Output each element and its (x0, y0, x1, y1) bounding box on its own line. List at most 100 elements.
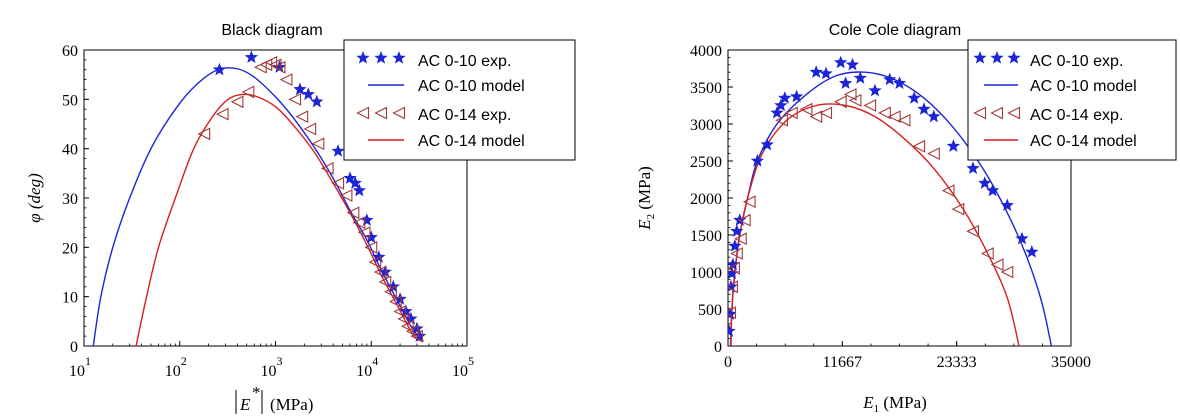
y-tick-label: 30 (62, 191, 78, 208)
y-tick-label: 1500 (690, 228, 722, 245)
data-point-star (760, 137, 774, 151)
data-point-triangle (730, 247, 743, 260)
data-point-star (1015, 231, 1029, 245)
legend-label-ac-0-14-exp: AC 0-14 exp. (1030, 107, 1123, 124)
data-point-star (845, 57, 860, 71)
x-tick-label: 103 (261, 354, 283, 380)
data-point-triangle (887, 110, 901, 123)
y-tick-label: 4000 (690, 43, 722, 60)
x-tick-label: 0 (724, 354, 732, 371)
legend: AC 0-10 exp. AC 0-10 model AC 0-14 exp. … (343, 39, 576, 161)
legend-star-icon (1007, 51, 1021, 64)
data-point-star (730, 224, 744, 237)
data-point-star (272, 60, 287, 73)
data-point-star (868, 83, 882, 97)
y-tick-label: 50 (62, 92, 78, 109)
data-point-star (410, 321, 424, 335)
data-point-triangle (241, 85, 255, 99)
chart-title: Cole Cole diagram (829, 22, 962, 39)
data-point-star (946, 139, 961, 152)
data-point-star (838, 76, 853, 89)
series-ac-0-14-model-line (729, 103, 1020, 347)
data-point-star (728, 266, 739, 280)
data-point-triangle (775, 113, 788, 127)
legend-label-ac-0-14-exp: AC 0-14 exp. (418, 107, 511, 124)
x-tick-label: 104 (356, 354, 378, 380)
data-point-triangle (295, 110, 309, 123)
legend-triangle-icon (990, 106, 1004, 120)
legend-label-ac-0-10-model: AC 0-10 model (418, 78, 525, 95)
data-point-star (778, 91, 792, 104)
data-point-star (404, 311, 418, 325)
data-point-triangle (352, 216, 366, 230)
data-point-triangle (378, 275, 392, 289)
legend-star-icon (374, 51, 388, 64)
data-point-triangle (288, 92, 302, 106)
y-tick-label: 10 (62, 290, 78, 307)
data-point-star (834, 55, 848, 69)
data-point-triangle (912, 139, 926, 153)
data-point-triangle (848, 93, 862, 107)
y-tick-label: 20 (62, 240, 78, 257)
svg-text:(MPa): (MPa) (270, 395, 313, 414)
data-point-star (301, 87, 315, 101)
y-tick-label: 0 (714, 339, 722, 356)
data-point-star (372, 250, 386, 263)
data-point-triangle (927, 147, 940, 160)
legend-label-ac-0-14-model: AC 0-14 model (418, 133, 525, 150)
data-point-triangle (728, 280, 738, 294)
legend-triangle-icon (356, 106, 370, 120)
data-point-triangle (878, 106, 891, 120)
data-point-triangle (368, 255, 382, 269)
data-point-triangle (843, 88, 857, 101)
data-point-star (819, 66, 833, 80)
data-point-star (917, 102, 931, 115)
svg-text:E1 (MPa): E1 (MPa) (862, 393, 927, 415)
data-point-star (293, 82, 307, 96)
black-diagram-chart: Black diagram 0 10 20 30 40 50 60 101 102 103 104 1… (25, 22, 576, 414)
axis-ticks: 0 10 20 30 40 50 60 101 102 103 104 105 (62, 43, 474, 380)
legend: AC 0-10 exp. AC 0-10 model AC 0-14 exp. … (967, 39, 1177, 161)
data-point-triangle (897, 113, 911, 127)
data-point-star (378, 265, 392, 278)
data-point-triangle (966, 224, 980, 238)
legend-triangle-icon (392, 106, 406, 120)
data-point-triangle (197, 127, 211, 141)
data-point-triangle (863, 99, 877, 112)
x-tick-label: 102 (165, 354, 187, 380)
legend-triangle-icon (973, 106, 987, 120)
data-point-star (386, 279, 400, 293)
y-axis-label: φ (deg) (25, 173, 44, 223)
data-point-star (364, 230, 378, 244)
y-tick-label: 0 (70, 339, 78, 356)
x-tick-label: 105 (452, 354, 474, 380)
data-point-star (985, 183, 1000, 197)
legend-triangle-icon (1007, 106, 1021, 120)
data-point-star (360, 213, 374, 226)
data-point-triangle (230, 95, 244, 109)
x-axis-label: E1 (MPa) (862, 393, 927, 415)
y-tick-label: 500 (698, 302, 722, 319)
y-axis-label: E2 (MPa) (635, 166, 657, 231)
data-point-star (789, 89, 804, 103)
legend-label-ac-0-10-exp: AC 0-10 exp. (1030, 53, 1123, 70)
data-point-star (883, 72, 897, 86)
x-tick-label: 23333 (937, 354, 977, 371)
x-tick-label: 11667 (823, 354, 862, 371)
svg-text:E2 (MPa): E2 (MPa) (635, 166, 657, 231)
data-point-star (907, 91, 921, 104)
data-point-star (348, 176, 362, 189)
data-point-triangle (373, 265, 387, 279)
data-point-triangle (990, 258, 1004, 271)
data-point-triangle (728, 261, 740, 275)
data-point-triangle (393, 305, 407, 318)
x-tick-label: 35000 (1051, 354, 1091, 371)
data-point-triangle (311, 137, 325, 151)
data-point-triangle (410, 329, 423, 343)
legend-star-icon (392, 51, 406, 64)
chart-title: Black diagram (221, 22, 322, 39)
data-point-star (809, 65, 823, 78)
data-point-star (352, 183, 366, 197)
legend-label-ac-0-10-exp: AC 0-10 exp. (418, 53, 511, 70)
